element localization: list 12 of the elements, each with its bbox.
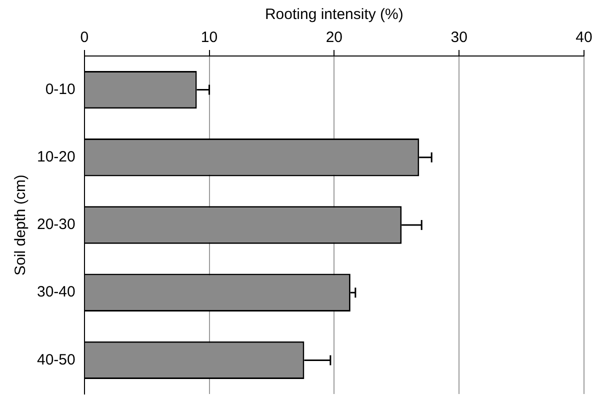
x-axis-title: Rooting intensity (%)	[264, 6, 404, 24]
x-tick-label: 40	[576, 29, 592, 46]
x-tick-label: 30	[450, 29, 468, 46]
y-tick-label: 30-40	[36, 284, 76, 301]
y-tick-label: 10-20	[36, 148, 76, 166]
y-axis-title: Soil depth (cm)	[12, 174, 30, 276]
y-tick-label: 20-30	[36, 216, 76, 234]
y-tick-label: 0-10	[45, 80, 76, 98]
x-tick-label: 10	[200, 29, 218, 46]
x-tick-label: 0	[80, 29, 89, 46]
y-tick-label: 40-50	[36, 351, 76, 368]
x-tick-label: 20	[326, 29, 343, 46]
